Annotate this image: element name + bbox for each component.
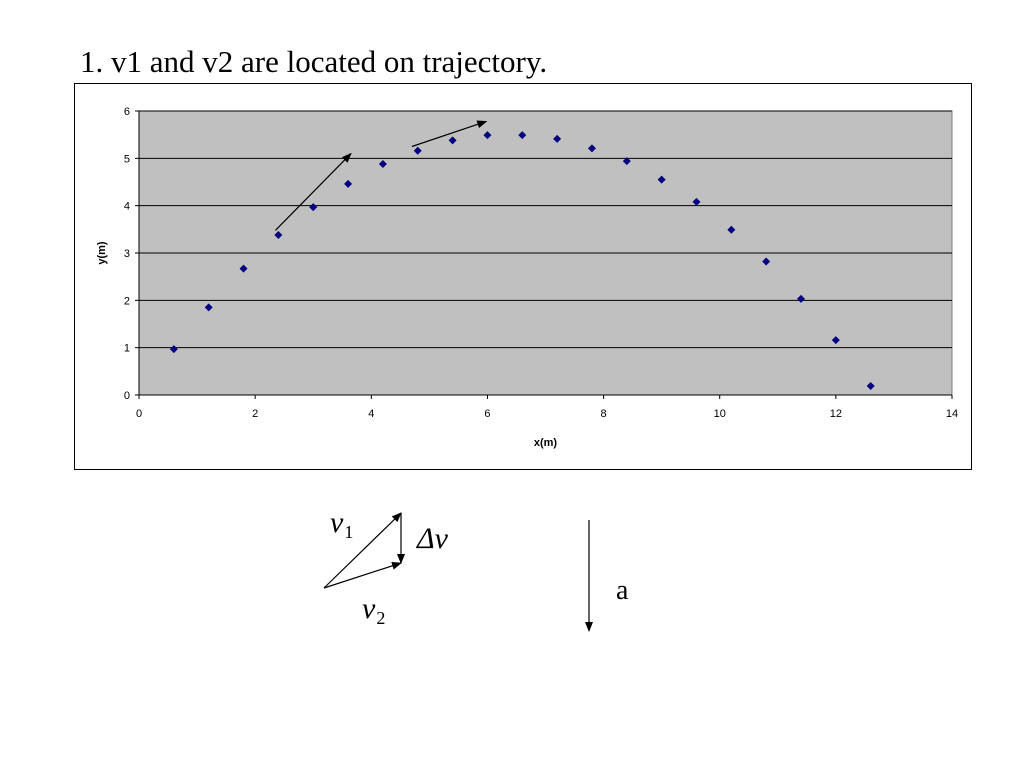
- data-point: [378, 160, 387, 169]
- slide-title: 1. v1 and v2 are located on trajectory.: [80, 44, 548, 79]
- v1-trajectory-arrow: [275, 152, 352, 231]
- chart-frame: 0 1 2 3 4 5 6 0 2 4 6 8 10 12 14 x(m) y(m): [74, 83, 972, 470]
- v2-label: v2: [362, 592, 386, 629]
- data-point: [692, 197, 701, 206]
- x-tick-label: 0: [136, 408, 142, 420]
- x-tick-label: 2: [252, 408, 258, 420]
- x-tick-label: 10: [714, 408, 726, 420]
- data-point: [448, 136, 457, 145]
- data-point: [866, 382, 875, 391]
- data-point: [239, 264, 248, 273]
- data-point: [587, 144, 596, 153]
- x-tick-label: 6: [484, 408, 490, 420]
- x-tick-label: 14: [946, 408, 958, 420]
- delta-v-label: Δv: [417, 522, 448, 555]
- x-tick-label: 4: [368, 408, 374, 420]
- x-axis-title: x(m): [534, 437, 558, 449]
- data-point: [169, 345, 178, 354]
- data-point: [309, 203, 318, 212]
- data-point: [344, 179, 353, 188]
- y-tick-label: 1: [124, 343, 130, 355]
- y-tick-label: 2: [124, 295, 130, 307]
- v2-vector-arrow: [323, 561, 402, 589]
- acceleration-label: a: [616, 575, 629, 606]
- data-point: [797, 294, 806, 303]
- x-tick-label: 8: [601, 408, 607, 420]
- data-point: [483, 131, 492, 140]
- y-axis-title: y(m): [96, 241, 108, 265]
- data-point: [518, 131, 527, 140]
- v2-trajectory-arrow: [411, 120, 488, 148]
- x-tick-label: 12: [830, 408, 842, 420]
- y-tick-label: 4: [124, 201, 130, 213]
- data-point: [274, 231, 283, 240]
- data-point: [553, 134, 562, 143]
- y-tick-label: 0: [124, 390, 130, 402]
- data-point: [727, 225, 736, 234]
- y-tick-label: 6: [124, 106, 130, 118]
- y-tick-label: 5: [124, 153, 130, 165]
- data-point: [762, 257, 771, 266]
- data-point: [657, 175, 666, 184]
- data-point: [831, 336, 840, 345]
- v1-label: v1: [330, 506, 354, 543]
- data-point: [622, 157, 631, 166]
- data-point: [413, 146, 422, 155]
- y-tick-label: 3: [124, 248, 130, 260]
- data-point: [204, 303, 213, 312]
